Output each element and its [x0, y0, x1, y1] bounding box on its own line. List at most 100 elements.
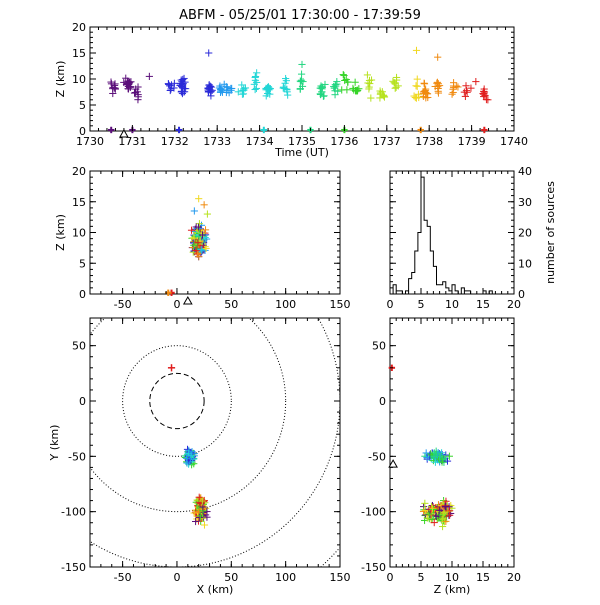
time-height-point: [461, 92, 469, 101]
y-tick-label: 15: [72, 47, 86, 60]
time-height-point: [223, 83, 231, 91]
y-tick-label: 40: [518, 165, 532, 178]
height-y-point: [435, 452, 444, 460]
time-height-point: [263, 89, 272, 98]
time-height-point: [454, 83, 462, 91]
time-height-point: [472, 78, 480, 86]
height-y-points: [388, 364, 456, 531]
x-height-point: [194, 239, 202, 247]
station-marker: [182, 295, 193, 305]
time-height-point: [132, 85, 140, 93]
x-height-point: [195, 253, 203, 261]
histogram-frame: [389, 170, 515, 295]
time-height-point: [413, 82, 421, 90]
height-y-point: [440, 508, 448, 516]
x-tick-label: 1733: [203, 135, 231, 148]
time-height-point: [205, 49, 213, 57]
x-tick-label: 15: [476, 298, 490, 311]
x-axis-label: Z (km): [434, 583, 471, 596]
time-height-point: [279, 84, 287, 92]
time-height-point: [463, 88, 471, 96]
time-height-point: [253, 69, 261, 77]
x-tick-label: 1738: [415, 135, 443, 148]
x-tick-label: 20: [507, 298, 521, 311]
time-height-point: [251, 76, 260, 84]
x-tick-label: 1735: [288, 135, 316, 148]
time-height-point: [479, 89, 487, 98]
time-height-point: [298, 82, 307, 90]
x-height-point: [187, 226, 196, 234]
y-axis-label: Z (km): [54, 61, 67, 98]
time-height-point: [205, 86, 214, 94]
plan-view-point: [197, 494, 205, 502]
time-height-ground-point: [175, 126, 183, 134]
plan-view-point: [199, 503, 207, 511]
height-y-point: [442, 454, 450, 462]
height-y-point: [430, 518, 438, 527]
range-rings: [90, 318, 340, 567]
x-tick-label: 50: [224, 571, 238, 584]
time-height-point: [177, 87, 186, 95]
time-height-point: [424, 93, 432, 102]
plan-view-point: [200, 521, 209, 529]
time-height-point: [434, 80, 442, 88]
plan-view-point: [198, 497, 206, 505]
time-height-point: [178, 83, 187, 92]
y-tick-label: 10: [72, 227, 86, 240]
time-height-point: [266, 85, 274, 93]
time-height-point: [352, 87, 361, 95]
y-tick-label: 0: [518, 288, 525, 301]
time-height-point: [107, 78, 115, 86]
time-height-point: [218, 87, 226, 95]
x-tick-label: 0: [387, 571, 394, 584]
plan-view-points: [167, 364, 211, 529]
time-height-point: [297, 78, 305, 86]
x-height-point: [201, 226, 210, 234]
time-height-points: [107, 46, 492, 134]
time-height-point: [378, 88, 386, 96]
y-tick-label: 20: [518, 227, 532, 240]
y-tick-label: -150: [61, 561, 86, 574]
x-tick-label: 150: [330, 298, 351, 311]
x-height-point: [195, 233, 203, 241]
height-y-point: [445, 452, 454, 460]
time-height-point: [207, 92, 215, 100]
time-height-point: [391, 80, 399, 88]
y-tick-label: 0: [79, 125, 86, 138]
time-height-point: [344, 78, 352, 86]
time-height-point: [126, 83, 135, 91]
y-tick-label: 20: [72, 21, 86, 34]
plan-view-frame: [89, 317, 341, 568]
x-height-frame: [89, 170, 341, 295]
time-height-frame: [89, 26, 515, 132]
time-height-point: [179, 88, 187, 96]
x-height-point: [203, 210, 211, 218]
time-height-point: [367, 94, 375, 102]
height-y-point: [422, 449, 430, 457]
x-tick-label: 5: [418, 571, 425, 584]
time-height-point: [227, 86, 235, 94]
time-height-point: [334, 87, 342, 95]
time-height-point: [234, 88, 242, 96]
time-height-point: [167, 85, 175, 93]
time-height-point: [109, 83, 117, 92]
y-tick-label: 20: [72, 165, 86, 178]
height-y-point: [444, 507, 452, 515]
time-height-point: [353, 86, 361, 94]
time-height-point: [351, 78, 359, 86]
chart-title: ABFM - 05/25/01 17:30:00 - 17:39:59: [179, 8, 421, 23]
time-height-point: [376, 89, 385, 97]
time-height-point: [164, 80, 172, 88]
x-tick-label: -50: [114, 298, 132, 311]
time-height-point: [134, 96, 142, 104]
x-tick-label: 0: [387, 298, 394, 311]
y-tick-label: 50: [72, 340, 86, 353]
time-height-point: [341, 76, 349, 85]
height-y-point: [429, 505, 438, 514]
x-tick-label: 1739: [458, 135, 486, 148]
height-y-point: [441, 502, 449, 511]
y-tick-label: 0: [79, 288, 86, 301]
time-height-point: [480, 88, 489, 96]
plan-view-point: [167, 364, 176, 372]
range-ring: [90, 318, 287, 513]
